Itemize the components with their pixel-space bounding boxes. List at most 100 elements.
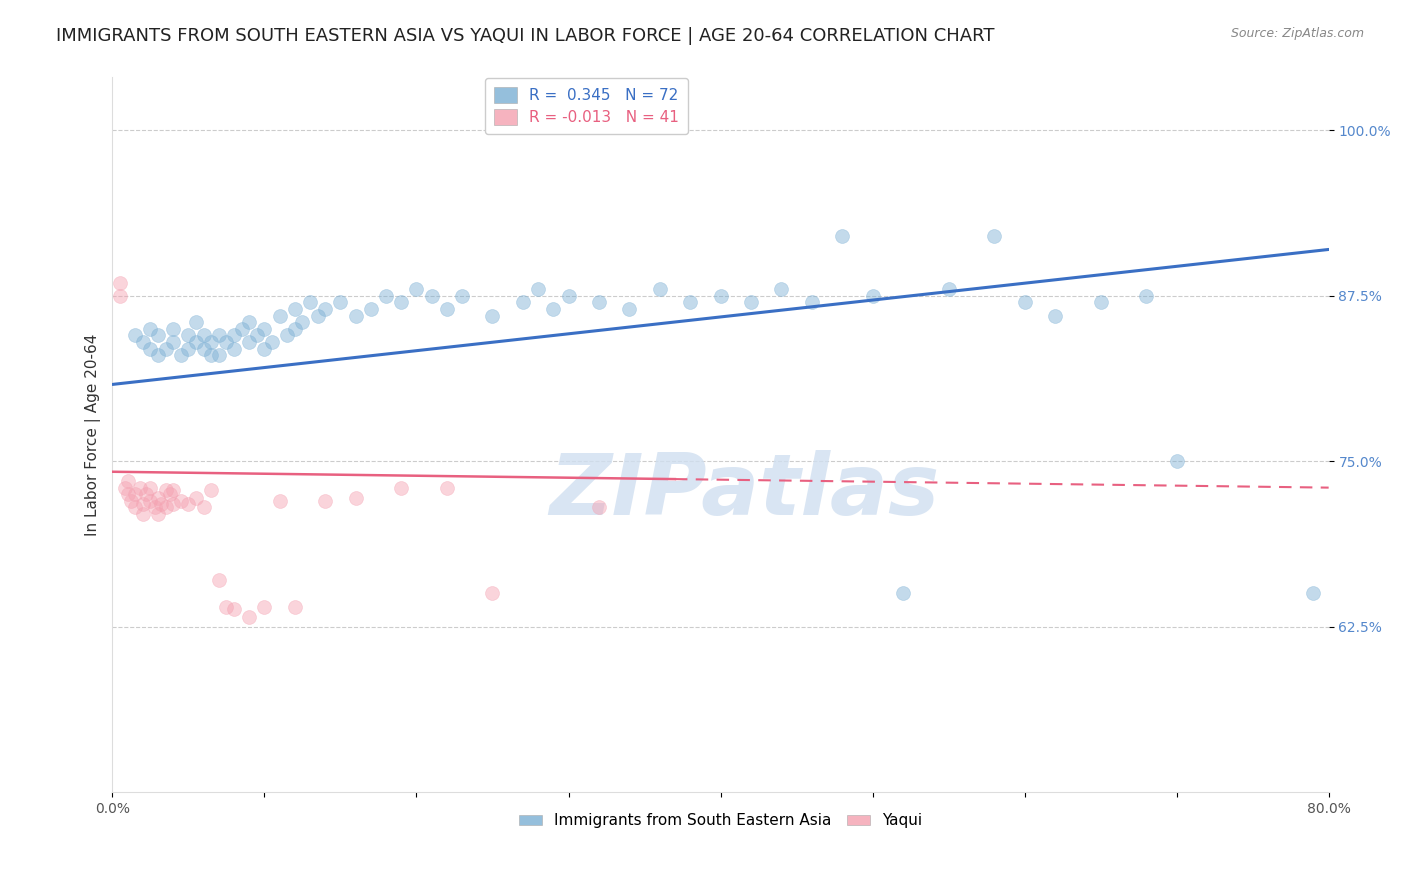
Point bbox=[132, 496, 155, 510]
Point bbox=[108, 289, 131, 303]
Point bbox=[124, 487, 146, 501]
Point bbox=[184, 334, 207, 349]
Point bbox=[238, 315, 260, 329]
Point bbox=[1014, 295, 1036, 310]
Point bbox=[648, 282, 671, 296]
Point bbox=[770, 282, 793, 296]
Point bbox=[527, 282, 550, 296]
Point bbox=[253, 599, 276, 614]
Point bbox=[299, 295, 322, 310]
Point bbox=[451, 289, 474, 303]
Point bbox=[162, 496, 184, 510]
Point bbox=[146, 348, 169, 362]
Point bbox=[215, 334, 238, 349]
Point bbox=[117, 487, 139, 501]
Point bbox=[193, 500, 215, 515]
Text: Source: ZipAtlas.com: Source: ZipAtlas.com bbox=[1230, 27, 1364, 40]
Legend: Immigrants from South Eastern Asia, Yaqui: Immigrants from South Eastern Asia, Yaqu… bbox=[513, 807, 928, 834]
Point bbox=[740, 295, 762, 310]
Point bbox=[135, 487, 157, 501]
Point bbox=[314, 494, 336, 508]
Point bbox=[1135, 289, 1157, 303]
Point bbox=[436, 481, 458, 495]
Point bbox=[222, 602, 245, 616]
Point bbox=[238, 334, 260, 349]
Point bbox=[177, 328, 200, 343]
Point bbox=[114, 481, 136, 495]
Point bbox=[1362, 123, 1385, 137]
Point bbox=[284, 301, 307, 316]
Point bbox=[253, 322, 276, 336]
Point bbox=[200, 483, 222, 498]
Point bbox=[120, 494, 142, 508]
Point bbox=[360, 301, 382, 316]
Point bbox=[208, 348, 231, 362]
Point bbox=[222, 342, 245, 356]
Point bbox=[146, 328, 169, 343]
Point bbox=[184, 491, 207, 506]
Point bbox=[222, 328, 245, 343]
Text: ZIPatlas: ZIPatlas bbox=[550, 450, 941, 533]
Point bbox=[200, 334, 222, 349]
Point bbox=[170, 348, 193, 362]
Point bbox=[139, 494, 162, 508]
Point bbox=[679, 295, 702, 310]
Point bbox=[619, 301, 641, 316]
Point bbox=[253, 342, 276, 356]
Point bbox=[155, 500, 177, 515]
Point bbox=[284, 599, 307, 614]
Point bbox=[269, 494, 291, 508]
Point bbox=[938, 282, 960, 296]
Point bbox=[291, 315, 314, 329]
Point bbox=[709, 289, 731, 303]
Point bbox=[481, 309, 503, 323]
Point bbox=[1090, 295, 1112, 310]
Point bbox=[269, 309, 291, 323]
Point bbox=[170, 494, 193, 508]
Point bbox=[200, 348, 222, 362]
Point bbox=[512, 295, 534, 310]
Point bbox=[1302, 586, 1324, 600]
Point bbox=[276, 328, 298, 343]
Point bbox=[184, 315, 207, 329]
Point bbox=[891, 586, 914, 600]
Point bbox=[389, 481, 412, 495]
Point bbox=[132, 507, 155, 521]
Point bbox=[405, 282, 427, 296]
Point bbox=[1166, 454, 1188, 468]
Point bbox=[146, 507, 169, 521]
Point bbox=[146, 491, 169, 506]
Point bbox=[238, 610, 260, 624]
Point bbox=[800, 295, 823, 310]
Point bbox=[208, 328, 231, 343]
Point bbox=[557, 289, 579, 303]
Point bbox=[150, 496, 173, 510]
Text: IMMIGRANTS FROM SOUTH EASTERN ASIA VS YAQUI IN LABOR FORCE | AGE 20-64 CORRELATI: IMMIGRANTS FROM SOUTH EASTERN ASIA VS YA… bbox=[56, 27, 994, 45]
Point bbox=[155, 483, 177, 498]
Point bbox=[588, 295, 610, 310]
Point bbox=[307, 309, 329, 323]
Point bbox=[588, 500, 610, 515]
Point bbox=[132, 334, 155, 349]
Point bbox=[1043, 309, 1066, 323]
Point bbox=[375, 289, 398, 303]
Point bbox=[128, 481, 150, 495]
Point bbox=[344, 309, 367, 323]
Point bbox=[124, 500, 146, 515]
Point bbox=[862, 289, 884, 303]
Point bbox=[193, 342, 215, 356]
Point bbox=[117, 474, 139, 488]
Point bbox=[420, 289, 443, 303]
Point bbox=[124, 328, 146, 343]
Point bbox=[260, 334, 283, 349]
Point bbox=[143, 500, 166, 515]
Point bbox=[231, 322, 253, 336]
Point bbox=[177, 496, 200, 510]
Point bbox=[831, 229, 853, 244]
Point bbox=[389, 295, 412, 310]
Point bbox=[139, 342, 162, 356]
Point bbox=[208, 574, 231, 588]
Point bbox=[162, 483, 184, 498]
Point bbox=[344, 491, 367, 506]
Point bbox=[329, 295, 352, 310]
